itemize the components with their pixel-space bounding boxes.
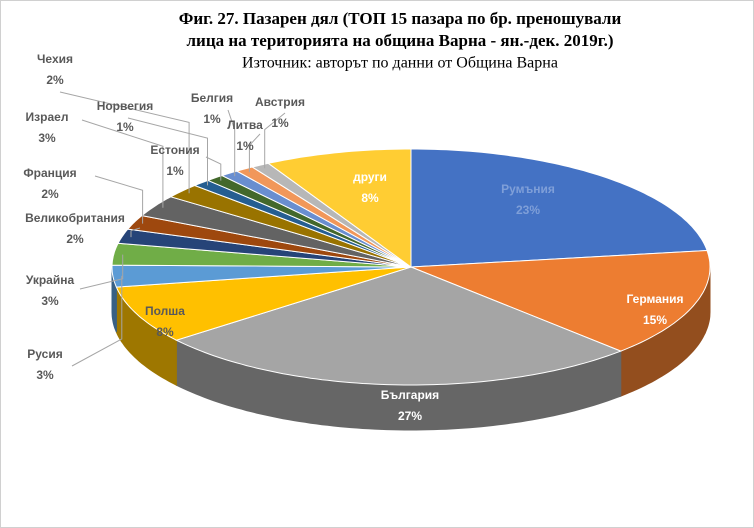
slice-value-label: 3%: [38, 131, 56, 145]
slice-value-label: 2%: [46, 73, 64, 87]
slice: [267, 148, 412, 268]
leader-line: [130, 227, 141, 238]
slice-label: Австрия: [255, 95, 305, 109]
slice-value-label: 15%: [643, 313, 667, 327]
slice: [140, 196, 412, 268]
slice-label: Норвегия: [97, 99, 154, 113]
slice: [115, 266, 412, 341]
slice-label: Германия: [626, 292, 683, 306]
leader-line: [71, 275, 123, 367]
slice: [175, 266, 623, 386]
slice-value-label: 8%: [156, 325, 174, 339]
slice-value-label: 8%: [361, 191, 379, 205]
leader-line: [205, 156, 222, 181]
slice: [410, 249, 711, 352]
leader-line: [94, 175, 144, 224]
slice-value-label: 2%: [41, 187, 59, 201]
leader-line: [127, 117, 208, 186]
leader-line: [264, 112, 286, 169]
slice-value-label: 1%: [166, 164, 184, 178]
slice: [111, 264, 412, 288]
slice-value-label: 1%: [271, 116, 289, 130]
slice-label: България: [381, 388, 439, 402]
slice-label: Румъния: [501, 182, 555, 196]
leader-line: [59, 91, 190, 194]
slice: [169, 184, 412, 268]
slice-value-label: 3%: [36, 368, 54, 382]
chart-title: лица на територията на община Варна - ян…: [187, 31, 614, 50]
slice-label: Чехия: [37, 52, 73, 66]
leader-line: [79, 254, 124, 290]
slice-label: Русия: [27, 347, 62, 361]
slice-value-label: 1%: [203, 112, 221, 126]
slice: [410, 148, 708, 268]
slice-value-label: 23%: [516, 203, 540, 217]
slice-value-label: 3%: [41, 294, 59, 308]
leader-line: [227, 109, 236, 177]
leader-line: [248, 133, 261, 172]
slice-label: Полша: [145, 304, 185, 318]
leader-line: [81, 119, 164, 208]
slice-value-label: 1%: [236, 139, 254, 153]
slice-value-label: 27%: [398, 409, 422, 423]
slice-label: Великобритания: [25, 211, 125, 225]
slice-label: Белгия: [191, 91, 233, 105]
slice-label: Литва: [227, 118, 263, 132]
chart-subtitle: Източник: авторът по данни от Община Вар…: [242, 55, 558, 72]
slice-label: други: [353, 170, 387, 184]
slice-label: Естония: [150, 143, 199, 157]
slice-value-label: 2%: [66, 232, 84, 246]
chart-title: Фиг. 27. Пазарен дял (ТОП 15 пазара по б…: [179, 9, 622, 28]
slice-value-label: 1%: [116, 120, 134, 134]
slice-label: Украйна: [26, 273, 75, 287]
slice: [126, 215, 412, 268]
slice-label: Франция: [23, 166, 76, 180]
slice-label: Израел: [26, 110, 69, 124]
